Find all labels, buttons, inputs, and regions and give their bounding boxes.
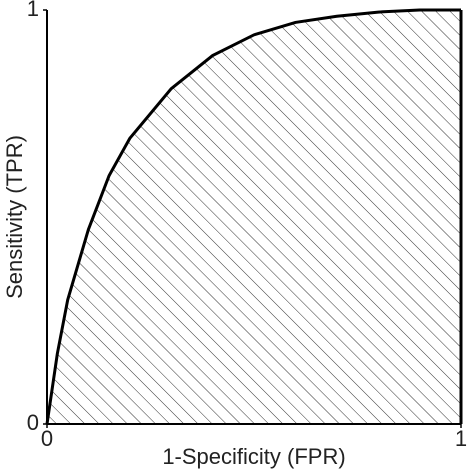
y-tick-label: 1 — [27, 0, 39, 21]
y-axis-label: Sensitivity (TPR) — [2, 135, 27, 299]
x-tick-label: 1 — [455, 426, 467, 451]
x-tick-label: 0 — [41, 426, 53, 451]
y-tick-label: 0 — [27, 410, 39, 435]
roc-curve — [45, 8, 461, 425]
x-axis-label: 1-Specificity (FPR) — [162, 444, 345, 469]
area-fill — [47, 10, 461, 424]
